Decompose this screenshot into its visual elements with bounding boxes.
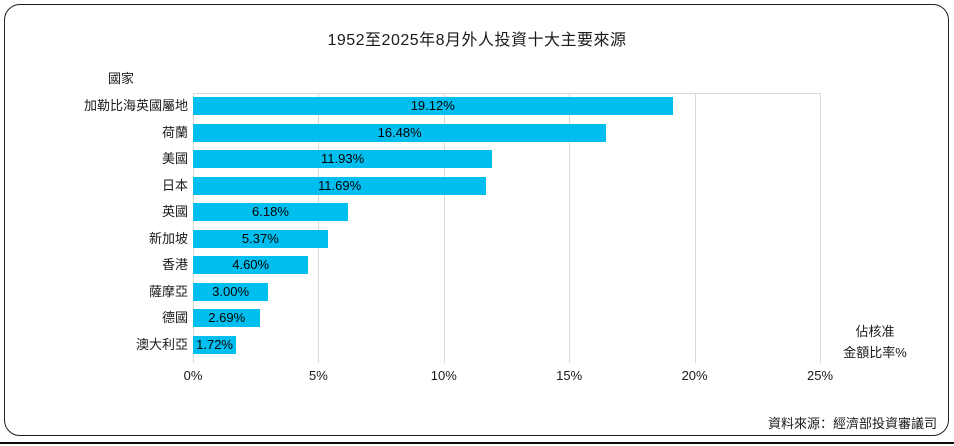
category-label: 香港 <box>161 257 188 273</box>
category-label: 加勒比海英國屬地 <box>83 98 188 114</box>
bar-value-label: 19.12% <box>410 98 455 114</box>
category-label: 美國 <box>161 151 188 167</box>
chart-title: 1952至2025年8月外人投資十大主要來源 <box>327 32 627 49</box>
y-axis-title: 國家 <box>108 71 135 86</box>
bar <box>193 97 673 116</box>
bar <box>193 123 607 142</box>
category-label: 澳大利亞 <box>135 336 188 352</box>
bar <box>193 229 328 248</box>
bar-value-label: 4.60% <box>232 257 270 273</box>
gridline <box>318 93 320 363</box>
chart-frame-border <box>4 4 949 436</box>
x-axis-tick-label: 15% <box>556 368 583 383</box>
bottom-divider-line <box>0 442 954 444</box>
bar <box>193 256 309 275</box>
bar <box>193 335 237 354</box>
bar-value-label: 2.69% <box>208 310 246 326</box>
bar-value-label: 3.00% <box>212 283 250 299</box>
x-axis-tick-label: 5% <box>308 368 328 383</box>
gridline <box>443 93 445 363</box>
gridline <box>569 93 571 363</box>
gridline <box>694 93 696 363</box>
gridline <box>193 93 194 363</box>
x-axis-title-line1: 佔核准 <box>855 324 895 339</box>
x-axis-tick-label: 20% <box>681 368 708 383</box>
bar <box>193 282 269 301</box>
source-note: 資料來源：經濟部投資審議司 <box>767 416 937 431</box>
plot-area-top-border <box>193 93 820 94</box>
bar-value-label: 6.18% <box>252 204 289 220</box>
bar-value-label: 5.37% <box>241 230 279 246</box>
bar <box>193 203 348 222</box>
gridline <box>820 93 821 363</box>
x-axis-title-line2: 金額比率% <box>843 345 907 360</box>
category-label: 德國 <box>161 310 188 326</box>
bar-value-label: 11.93% <box>321 151 365 167</box>
x-axis-title: 佔核准 金額比率% <box>820 321 930 363</box>
bar <box>193 150 493 169</box>
category-label: 英國 <box>161 204 188 220</box>
bar <box>193 309 261 328</box>
bar <box>193 176 487 195</box>
bar-value-label: 1.72% <box>196 336 233 352</box>
bar-value-label: 16.48% <box>377 124 422 140</box>
bar-value-label: 11.69% <box>318 177 362 193</box>
category-label: 荷蘭 <box>161 124 188 140</box>
x-axis-tick-label: 0% <box>183 368 203 383</box>
x-axis-tick-label: 10% <box>430 368 457 383</box>
category-label: 日本 <box>161 177 188 193</box>
x-axis-tick-label: 25% <box>806 368 834 383</box>
category-label: 薩摩亞 <box>148 283 188 299</box>
category-label: 新加坡 <box>148 230 188 246</box>
